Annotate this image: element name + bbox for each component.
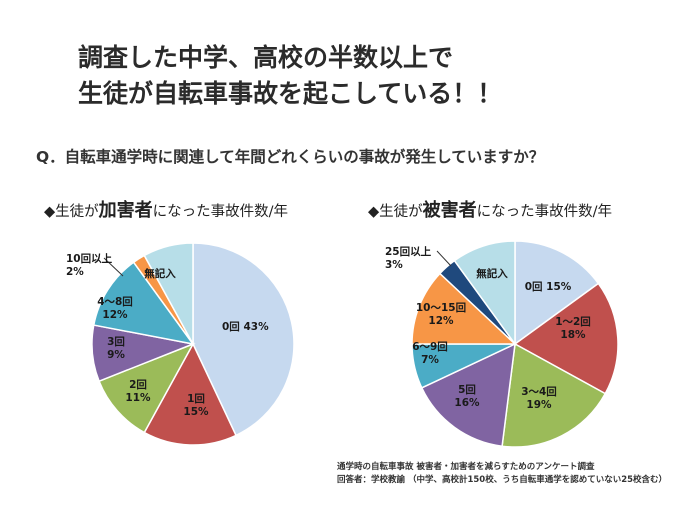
source-note-survey: 通学時の自転車事故 被害者・加害者を減らすためのアンケート調査 <box>337 462 595 472</box>
slice-label: 2回 11% <box>125 379 151 404</box>
chart-title-prefix: ◆生徒が <box>368 204 423 220</box>
slice-label: 25回以上 3% <box>385 245 432 271</box>
pie-slice <box>192 242 295 437</box>
survey-question: Q．自転車通学時に関連して年間どれくらいの事故が発生していますか？ <box>36 148 545 166</box>
slice-label: 3回 9% <box>107 336 125 361</box>
pie-slice <box>411 272 517 345</box>
slice-label: 3～4回 19% <box>521 386 557 411</box>
slice-label: 0回 15% <box>525 281 572 293</box>
pie-slice <box>514 240 600 346</box>
slice-label: 10回以上 2% <box>66 252 113 278</box>
headline-line-1: 調査した中学、高校の半数以上で <box>78 43 454 72</box>
pie-slice <box>98 342 195 434</box>
headline: 調査した中学、高校の半数以上で 生徒が自転車事故を起こしている！！ <box>78 40 638 112</box>
headline-line-2: 生徒が自転車事故を起こしている！！ <box>78 79 503 108</box>
slice-label: 5回 16% <box>454 384 480 409</box>
pie-slice <box>453 240 516 347</box>
chart-title-emphasis: 被害者 <box>422 200 477 221</box>
leader-line <box>436 250 452 267</box>
chart-title-emphasis: 加害者 <box>98 200 153 221</box>
slice-label: 1～2回 18% <box>555 316 591 341</box>
slice-label: 無記入 <box>144 267 176 280</box>
leader-line <box>103 257 124 277</box>
pie-slice <box>92 261 195 346</box>
slice-label: 0回 43% <box>222 321 269 333</box>
slice-label: 6～9回 7% <box>412 341 448 366</box>
pie-slice <box>143 342 237 446</box>
chart-title-victim: ◆生徒が被害者になった事故件数/年 <box>368 196 612 222</box>
chart-title-suffix: になった事故件数/年 <box>152 204 289 220</box>
chart-title-perpetrator: ◆生徒が加害者になった事故件数/年 <box>44 196 288 222</box>
slice-label: 10～15回 12% <box>416 302 466 327</box>
source-note-respondents: 回答者：学校教諭 （中学、高校計150校、うち自転車通学を認めていない25校含む… <box>337 475 668 485</box>
pie-slice <box>513 282 619 395</box>
chart-title-suffix: になった事故件数/年 <box>476 204 613 220</box>
pie-slice <box>501 342 607 448</box>
slice-label: 1回 15% <box>183 393 209 418</box>
pie-slice <box>420 342 516 448</box>
pie-slice <box>143 242 194 345</box>
slice-label: 4～8回 12% <box>97 296 133 321</box>
slice-label: 無記入 <box>476 267 508 280</box>
chart-title-prefix: ◆生徒が <box>44 204 99 220</box>
